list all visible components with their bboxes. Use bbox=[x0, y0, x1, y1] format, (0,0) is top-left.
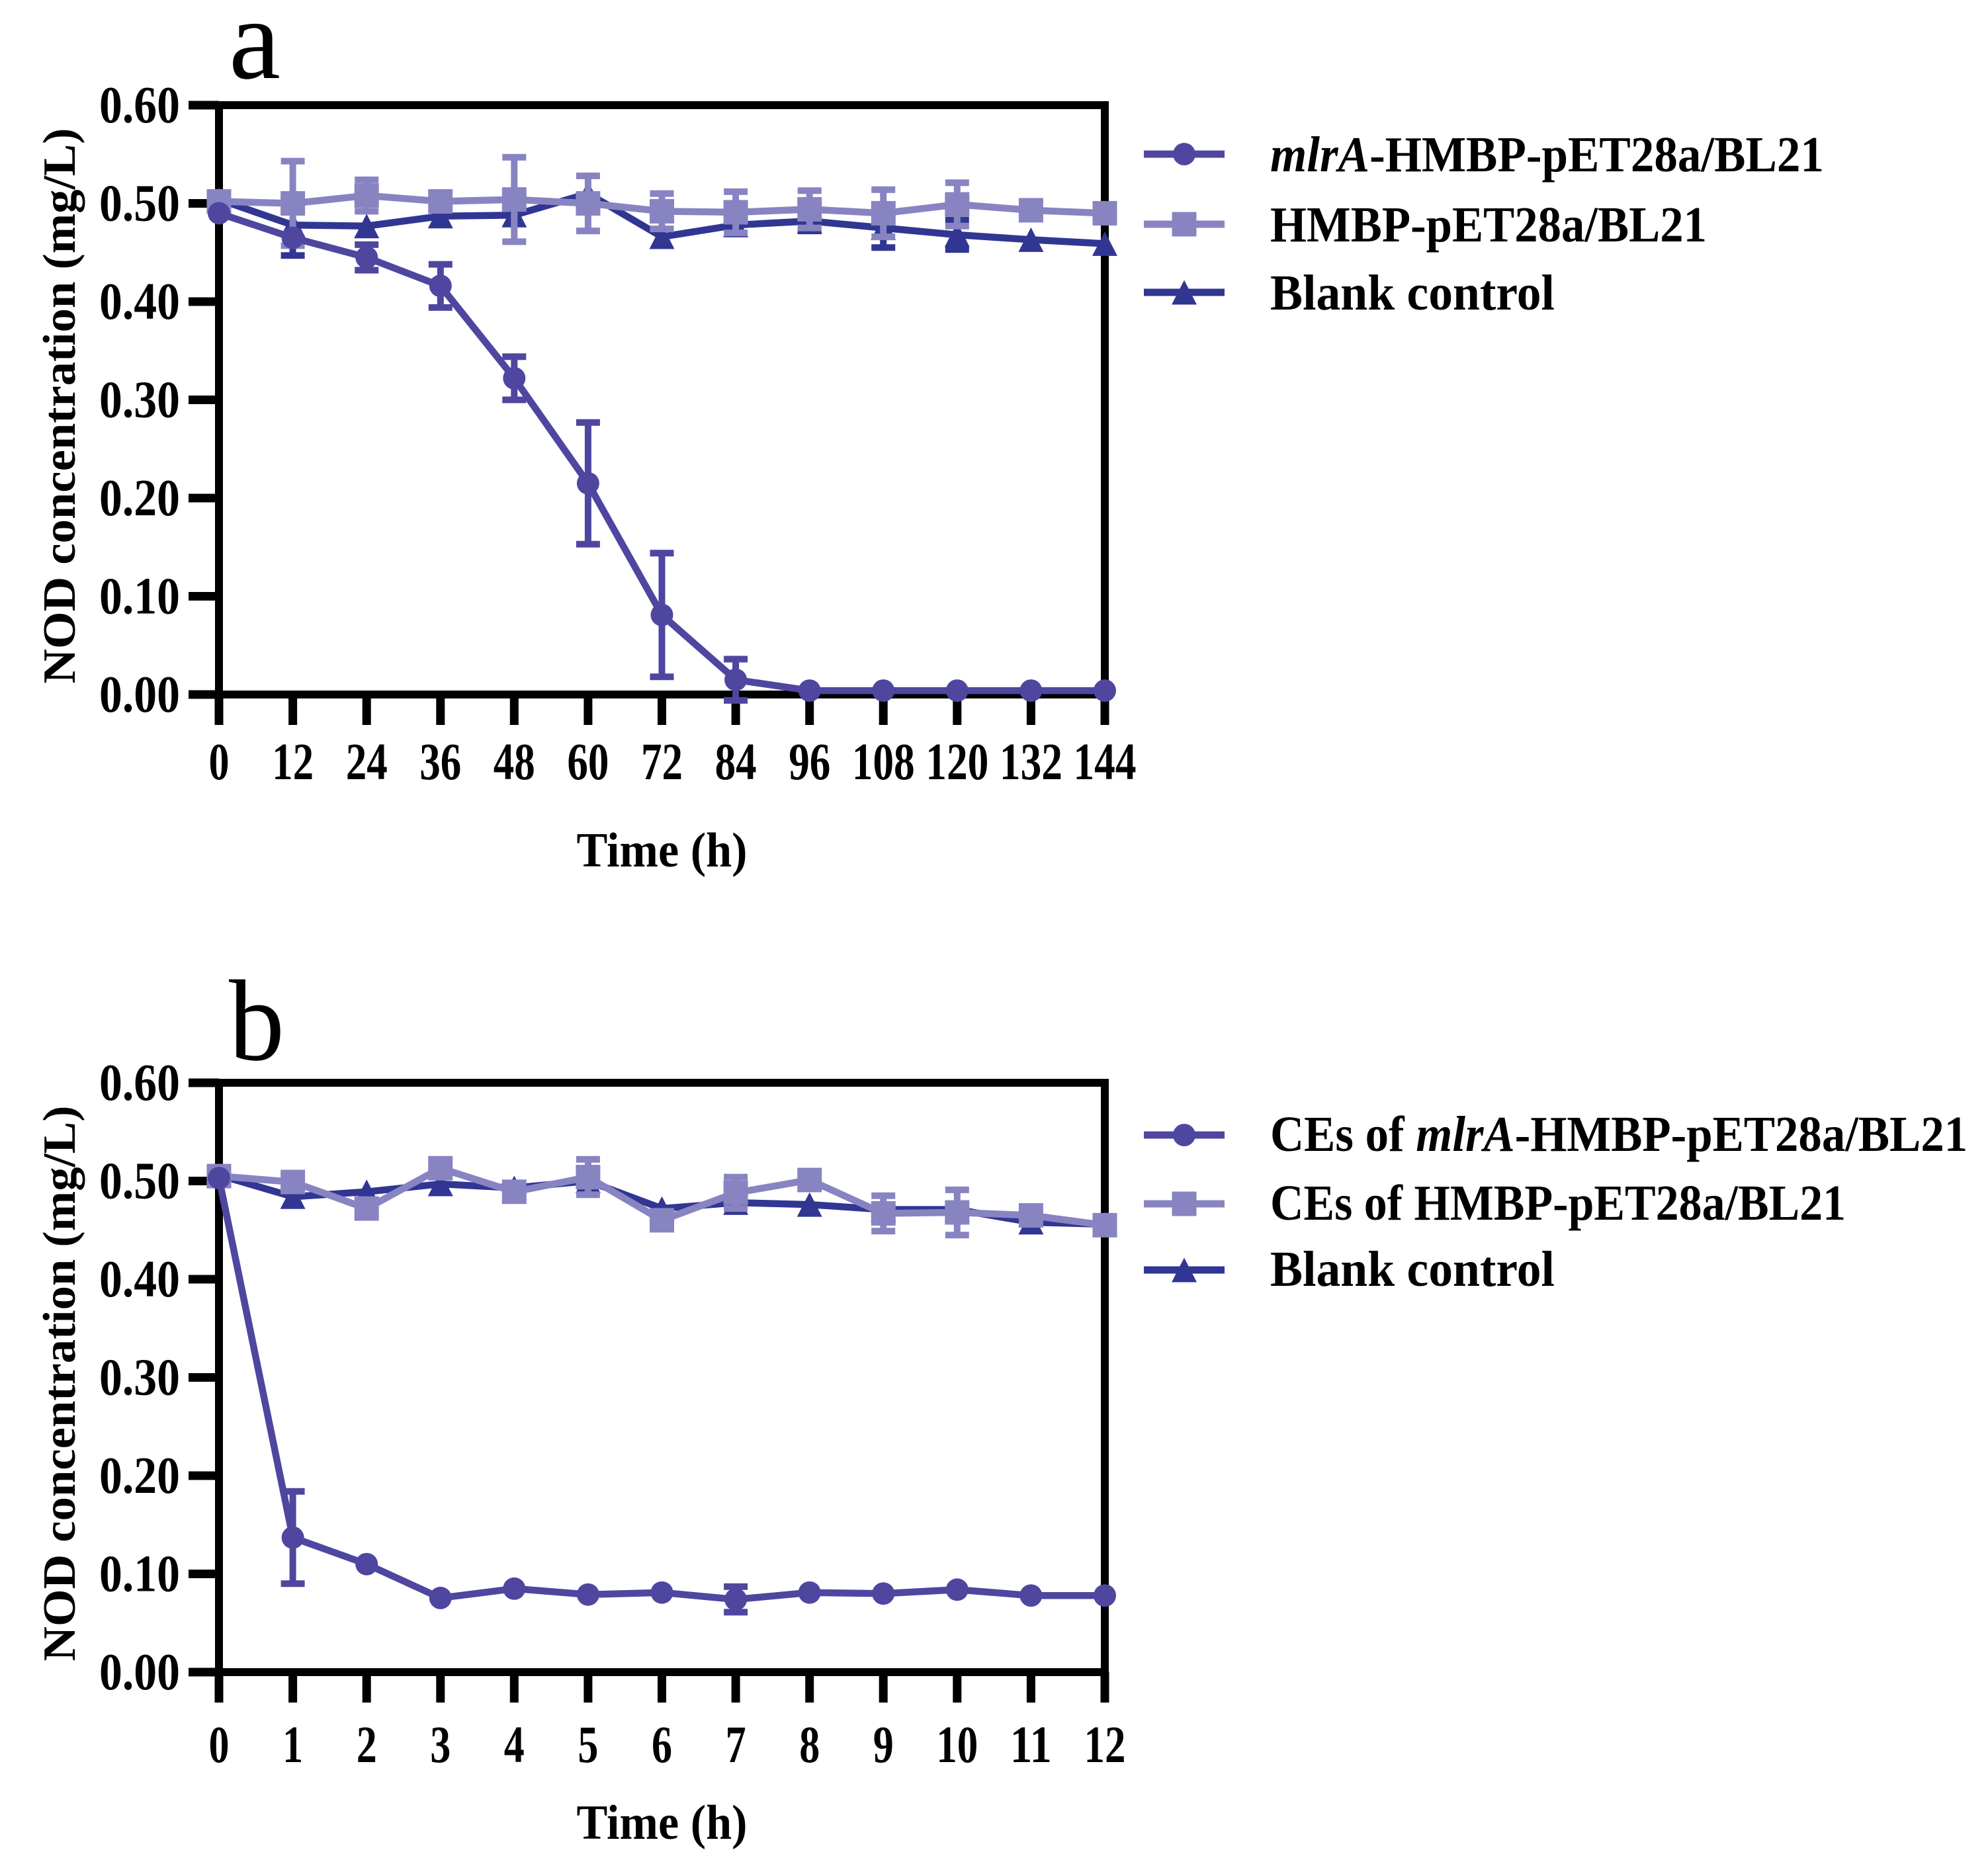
svg-text:0.50: 0.50 bbox=[99, 175, 180, 233]
svg-text:0.10: 0.10 bbox=[99, 568, 180, 626]
svg-text:0: 0 bbox=[209, 734, 230, 791]
svg-text:Time (h): Time (h) bbox=[577, 823, 748, 877]
svg-text:11: 11 bbox=[1010, 1716, 1052, 1774]
svg-text:48: 48 bbox=[494, 733, 535, 790]
svg-text:Blank control: Blank control bbox=[1270, 1242, 1555, 1297]
svg-text:0.40: 0.40 bbox=[99, 1251, 180, 1308]
svg-text:CEs of HMBP-pET28a/BL21: CEs of HMBP-pET28a/BL21 bbox=[1270, 1175, 1846, 1230]
svg-text:60: 60 bbox=[567, 733, 609, 790]
svg-text:0.30: 0.30 bbox=[99, 1349, 180, 1407]
svg-text:Time (h): Time (h) bbox=[577, 1795, 748, 1849]
svg-text:0.20: 0.20 bbox=[99, 1447, 180, 1505]
svg-text:0.60: 0.60 bbox=[99, 77, 180, 134]
svg-text:8: 8 bbox=[799, 1716, 820, 1774]
svg-text:3: 3 bbox=[430, 1716, 451, 1774]
svg-text:mlrA-HMBP-pET28a/BL21: mlrA-HMBP-pET28a/BL21 bbox=[1270, 126, 1824, 183]
svg-text:6: 6 bbox=[652, 1716, 672, 1774]
svg-text:2: 2 bbox=[357, 1716, 377, 1774]
svg-text:4: 4 bbox=[504, 1716, 525, 1774]
svg-text:9: 9 bbox=[873, 1716, 894, 1774]
svg-text:72: 72 bbox=[641, 733, 683, 790]
svg-text:108: 108 bbox=[852, 733, 915, 790]
svg-text:0.30: 0.30 bbox=[99, 372, 180, 429]
svg-text:24: 24 bbox=[346, 733, 388, 790]
svg-text:12: 12 bbox=[1084, 1716, 1125, 1773]
svg-text:144: 144 bbox=[1073, 733, 1136, 790]
svg-text:84: 84 bbox=[715, 733, 757, 790]
svg-text:0.00: 0.00 bbox=[99, 666, 180, 724]
svg-text:12: 12 bbox=[272, 733, 314, 790]
svg-text:132: 132 bbox=[1000, 733, 1062, 790]
svg-text:NOD concentration (mg/L): NOD concentration (mg/L) bbox=[34, 1106, 85, 1662]
svg-text:36: 36 bbox=[419, 733, 461, 790]
svg-text:a: a bbox=[229, 0, 281, 103]
svg-text:7: 7 bbox=[726, 1716, 746, 1774]
svg-text:NOD concentration (mg/L): NOD concentration (mg/L) bbox=[34, 128, 85, 684]
svg-text:1: 1 bbox=[282, 1716, 303, 1774]
svg-text:5: 5 bbox=[578, 1716, 598, 1774]
svg-text:10: 10 bbox=[936, 1716, 978, 1773]
svg-text:0.10: 0.10 bbox=[99, 1546, 180, 1603]
svg-text:0.40: 0.40 bbox=[99, 273, 180, 331]
svg-text:120: 120 bbox=[926, 733, 988, 790]
svg-text:b: b bbox=[229, 957, 284, 1085]
svg-text:0.60: 0.60 bbox=[99, 1054, 180, 1112]
svg-text:0: 0 bbox=[209, 1716, 230, 1774]
svg-text:0.00: 0.00 bbox=[99, 1644, 180, 1701]
svg-text:0.20: 0.20 bbox=[99, 470, 180, 527]
svg-text:CEs of mlrA-HMBP-pET28a/BL21: CEs of mlrA-HMBP-pET28a/BL21 bbox=[1270, 1107, 1967, 1162]
svg-text:HMBP-pET28a/BL21: HMBP-pET28a/BL21 bbox=[1270, 197, 1707, 253]
svg-text:Blank control: Blank control bbox=[1270, 265, 1555, 321]
svg-text:0.50: 0.50 bbox=[99, 1153, 180, 1210]
svg-text:96: 96 bbox=[789, 733, 830, 790]
